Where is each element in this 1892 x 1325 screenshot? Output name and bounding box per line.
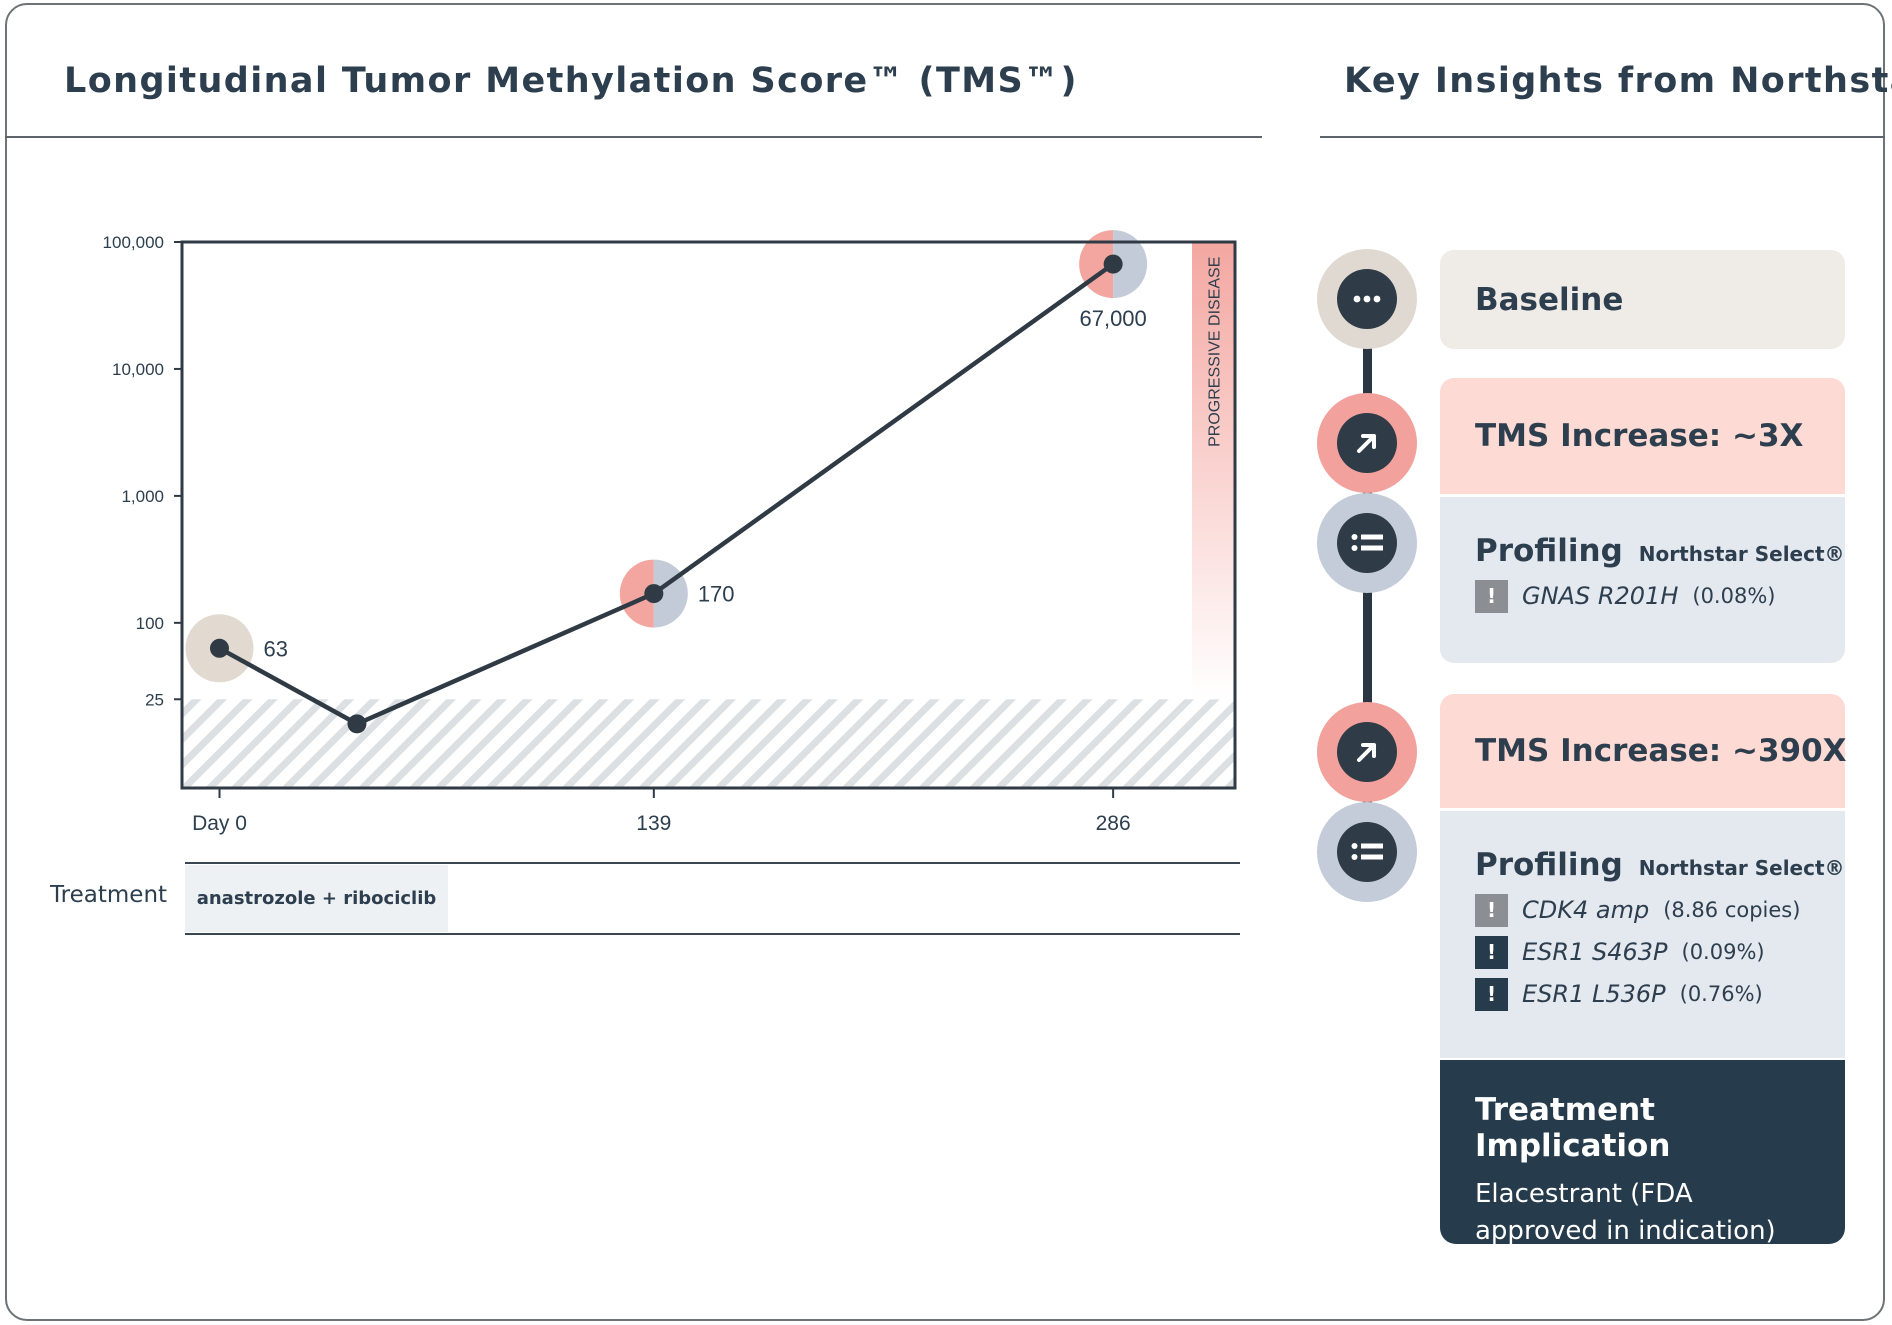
mutation-name: GNAS R201H (1522, 582, 1679, 610)
implication-title: Treatment Implication (1475, 1092, 1671, 1164)
mutation-name: ESR1 L536P (1522, 980, 1666, 1008)
tms-increase-2-card: TMS Increase: ~390X (1440, 694, 1847, 808)
tms-increase-1-card: TMS Increase: ~3X (1440, 378, 1845, 494)
alert-flag-icon: ! (1475, 579, 1508, 613)
treatment-bottom-rule (185, 933, 1240, 935)
data-point (1103, 254, 1123, 274)
data-label: 170 (698, 582, 735, 607)
profiling-2-subtitle: Northstar Select® (1638, 856, 1845, 880)
mutation-value: (8.86 copies) (1663, 898, 1801, 922)
list-icon (1337, 513, 1397, 573)
mutation-name: ESR1 S463P (1522, 938, 1668, 966)
arrow-up-right-icon (1337, 413, 1397, 473)
baseline-label: Baseline (1475, 281, 1624, 318)
increase-1-node (1317, 393, 1417, 493)
y-axis: 25 100 1,000 10,000 100,000 (103, 233, 182, 709)
chart-title-rule (5, 136, 1262, 138)
mutation-row: ! GNAS R201H (0.08%) (1475, 579, 1845, 613)
x-tick-label: 286 (1096, 812, 1131, 835)
point-labels: 63 170 67,000 (263, 306, 1146, 661)
treatment-top-rule (185, 862, 1240, 864)
profiling-1-subtitle: Northstar Select® (1638, 542, 1845, 566)
y-tick-label: 10,000 (112, 360, 164, 379)
profiling-1-card: Profiling Northstar Select® ! GNAS R201H… (1440, 497, 1845, 663)
mutation-value: (0.76%) (1679, 982, 1763, 1006)
profiling-2-title: Profiling (1475, 847, 1623, 883)
arrow-up-right-icon (1337, 722, 1397, 782)
ellipsis-icon (1337, 269, 1397, 329)
increase-2-node (1317, 702, 1417, 802)
tms-increase-1-label: TMS Increase: ~3X (1475, 418, 1804, 454)
list-icon (1337, 822, 1397, 882)
profiling-2-node (1317, 802, 1417, 902)
insights-title: Key Insights from Northstar (1344, 61, 1892, 101)
data-label: 67,000 (1079, 306, 1146, 331)
mutation-row: ! CDK4 amp (8.86 copies) (1475, 893, 1845, 927)
x-axis: Day 0 139 286 (192, 788, 1131, 835)
point-dots (209, 254, 1123, 734)
data-point (347, 714, 367, 734)
y-tick-label: 1,000 (121, 487, 164, 506)
profiling-1-title: Profiling (1475, 533, 1623, 569)
plot-frame (180, 240, 1237, 790)
progressive-disease-band (1192, 242, 1235, 700)
mutation-row: ! ESR1 L536P (0.76%) (1475, 977, 1845, 1011)
mutation-value: (0.08%) (1692, 584, 1776, 608)
data-label: 63 (263, 636, 287, 661)
progressive-disease-label: PROGRESSIVE DISEASE (1207, 257, 1224, 447)
y-tick-label: 25 (145, 690, 164, 709)
mutation-name: CDK4 amp (1522, 896, 1650, 924)
tms-series-line (218, 262, 1115, 727)
treatment-row-label: Treatment (50, 882, 168, 908)
mutation-row: ! ESR1 S463P (0.09%) (1475, 935, 1845, 969)
treatment-regimen-bar: anastrozole + ribociclib (185, 865, 448, 932)
point-markers (185, 230, 1148, 683)
below-threshold-region (182, 699, 1235, 788)
data-point (644, 584, 664, 604)
x-tick-label: 139 (636, 812, 671, 835)
x-tick-label: Day 0 (192, 812, 247, 835)
profiling-2-card: Profiling Northstar Select® ! CDK4 amp (… (1440, 811, 1845, 1058)
treatment-implication-card: Treatment Implication Elacestrant (FDA a… (1440, 1060, 1845, 1246)
alert-flag-icon: ! (1475, 977, 1508, 1011)
profiling-1-node (1317, 493, 1417, 593)
baseline-node (1317, 249, 1417, 349)
chart-title: Longitudinal Tumor Methylation Score™ (T… (64, 61, 1078, 101)
marker-right-half (1113, 230, 1148, 299)
alert-flag-icon: ! (1475, 893, 1508, 927)
y-tick-label: 100 (136, 614, 164, 633)
insights-title-rule (1320, 136, 1885, 138)
alert-flag-icon: ! (1475, 935, 1508, 969)
mutation-value: (0.09%) (1681, 940, 1765, 964)
baseline-card: Baseline (1440, 250, 1845, 349)
timeline-connector (1363, 340, 1372, 860)
y-tick-label: 100,000 (103, 233, 164, 252)
marker-left-half (619, 559, 654, 628)
implication-body: Elacestrant (FDA approved in indication) (1475, 1179, 1776, 1246)
data-point (209, 638, 229, 658)
tms-increase-2-label: TMS Increase: ~390X (1475, 733, 1847, 769)
